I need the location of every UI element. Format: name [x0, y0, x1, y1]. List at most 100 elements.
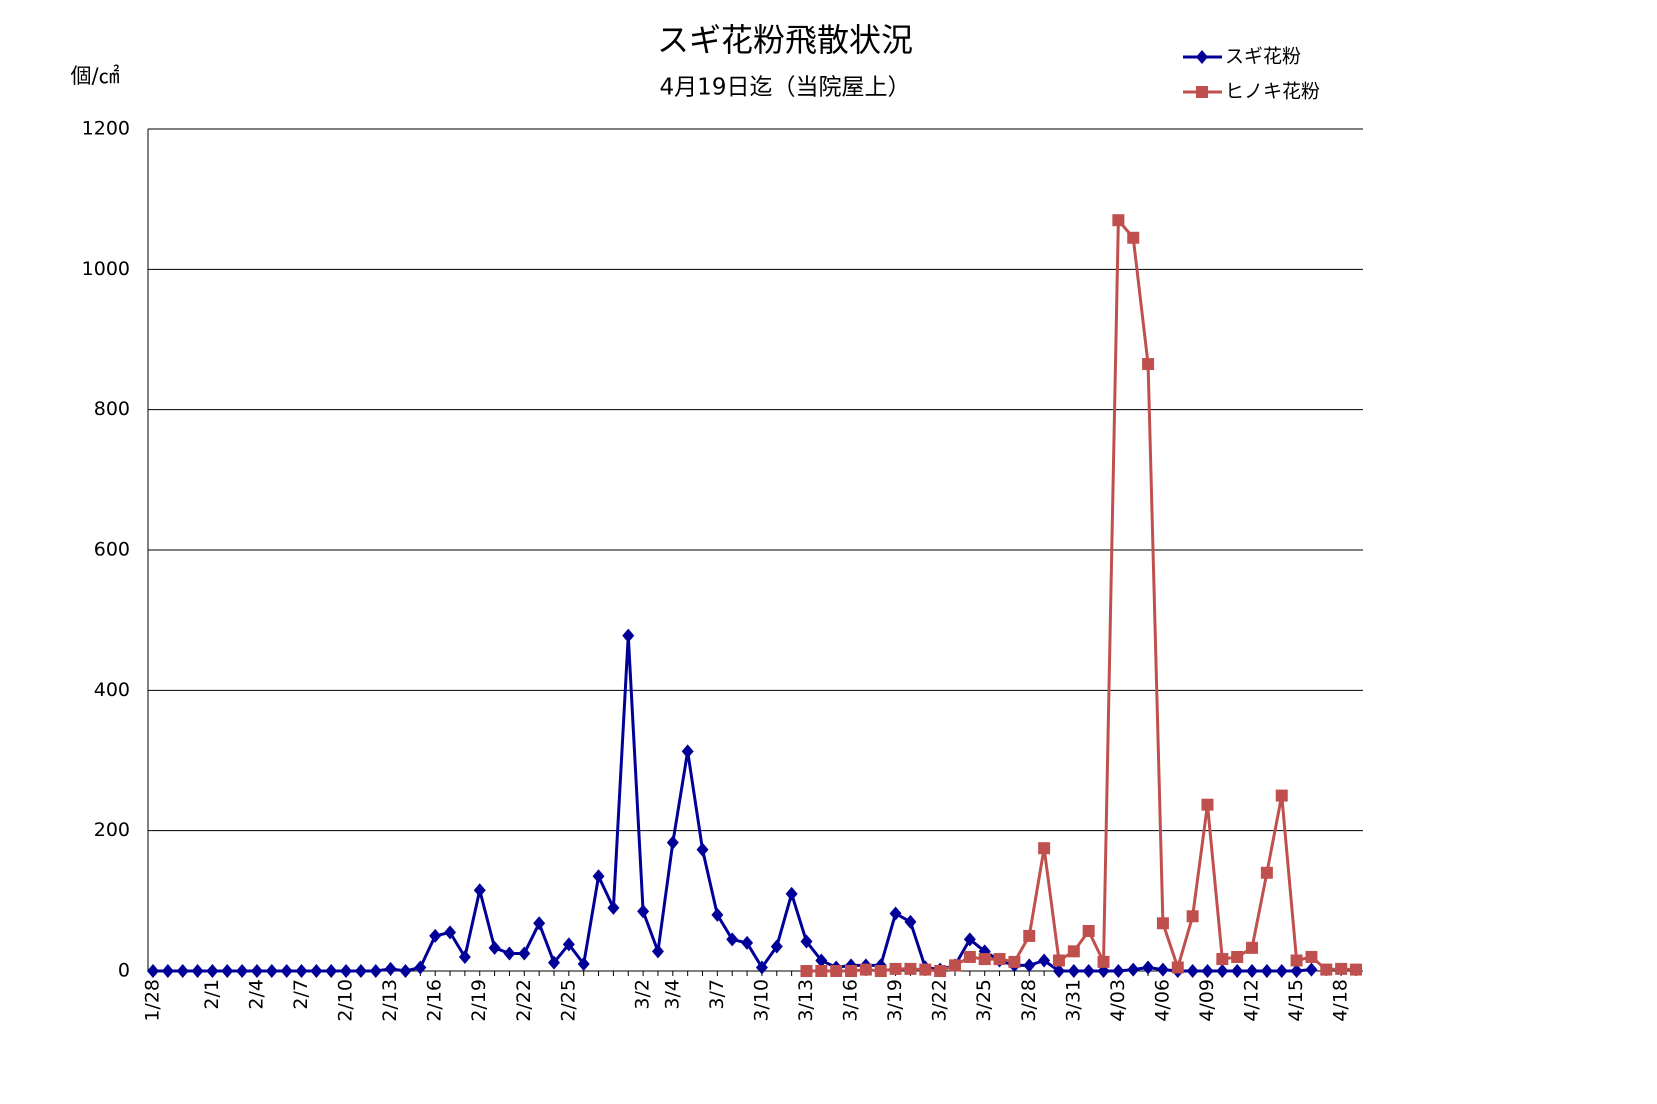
marker	[1038, 953, 1051, 968]
marker	[1201, 964, 1214, 978]
series-line	[153, 635, 1312, 973]
marker	[874, 965, 887, 977]
marker	[815, 953, 828, 968]
marker	[236, 964, 249, 978]
marker	[1067, 964, 1080, 978]
legend-label: ヒノキ花粉	[1225, 81, 1320, 103]
marker	[1216, 953, 1229, 966]
marker	[1201, 798, 1214, 811]
x-tick-label: 1/28	[142, 979, 164, 1022]
x-tick-label: 3/25	[973, 979, 995, 1022]
marker	[265, 964, 278, 978]
legend-label: スギ花粉	[1225, 46, 1301, 68]
marker	[1246, 941, 1259, 954]
marker	[1052, 954, 1065, 967]
marker	[651, 944, 664, 959]
marker	[1186, 964, 1199, 978]
marker	[1305, 962, 1318, 977]
x-tick-label: 4/09	[1196, 979, 1218, 1022]
marker	[934, 965, 947, 977]
marker	[711, 907, 724, 922]
marker	[666, 835, 679, 850]
marker	[1320, 963, 1333, 976]
x-tick-label: 3/10	[750, 979, 772, 1022]
marker	[859, 963, 872, 976]
x-tick-label: 2/13	[379, 979, 401, 1022]
x-tick-label: 2/1	[201, 979, 223, 1010]
marker	[429, 928, 442, 943]
x-tick-label: 2/7	[290, 979, 312, 1010]
marker	[1350, 963, 1362, 976]
marker	[815, 965, 828, 977]
marker	[1082, 925, 1095, 938]
y-tick-label: 200	[94, 819, 130, 841]
marker	[1260, 866, 1273, 879]
marker	[1023, 958, 1036, 973]
marker	[1112, 964, 1125, 978]
x-tick-label: 3/19	[884, 979, 906, 1022]
x-tick-label: 3/2	[632, 979, 654, 1010]
x-tick-label: 2/16	[424, 979, 446, 1022]
marker	[1142, 960, 1155, 975]
x-tick-label: 3/22	[929, 979, 951, 1022]
y-tick-label: 400	[94, 679, 130, 701]
marker	[206, 964, 219, 978]
y-tick-label: 1200	[82, 118, 130, 140]
marker	[755, 960, 768, 975]
y-tick-label: 600	[94, 539, 130, 561]
series-line	[806, 216, 1357, 973]
x-tick-label: 3/16	[840, 979, 862, 1022]
marker	[1275, 789, 1288, 802]
marker	[800, 934, 813, 949]
y-tick-label: 0	[118, 960, 130, 982]
marker	[444, 925, 457, 940]
marker	[1196, 50, 1208, 64]
marker	[473, 883, 486, 898]
marker	[1260, 964, 1273, 978]
marker	[1082, 964, 1095, 978]
marker	[1196, 86, 1208, 98]
marker	[1335, 962, 1348, 975]
marker	[250, 964, 263, 978]
marker	[340, 964, 353, 978]
marker	[830, 965, 843, 977]
x-tick-label: 4/03	[1107, 979, 1129, 1022]
marker	[963, 950, 976, 963]
y-tick-label: 1000	[82, 258, 130, 280]
marker	[562, 937, 575, 952]
marker	[904, 914, 917, 929]
marker	[518, 946, 531, 961]
y-tick-label: 800	[94, 398, 130, 420]
marker	[889, 906, 902, 921]
marker	[592, 869, 605, 884]
marker	[384, 961, 397, 976]
marker	[1156, 917, 1169, 930]
marker	[280, 964, 293, 978]
marker	[488, 940, 501, 955]
marker	[681, 744, 694, 759]
marker	[800, 965, 813, 977]
marker	[1275, 964, 1288, 978]
marker	[1171, 961, 1184, 974]
marker	[993, 953, 1006, 966]
marker	[1186, 910, 1199, 923]
x-tick-label: 3/28	[1018, 979, 1040, 1022]
marker	[726, 932, 739, 947]
marker	[607, 900, 620, 915]
x-tick-label: 2/19	[468, 979, 490, 1022]
x-tick-label: 2/10	[335, 979, 357, 1022]
marker	[845, 965, 858, 977]
marker	[1216, 964, 1229, 978]
marker	[978, 953, 991, 966]
marker	[785, 886, 798, 901]
y-axis-label: 個/㎠	[70, 64, 119, 88]
chart-title: スギ花粉飛散状況	[657, 21, 913, 59]
marker	[161, 964, 174, 978]
x-tick-label: 4/06	[1151, 979, 1173, 1022]
marker	[548, 955, 560, 970]
marker	[1008, 955, 1021, 968]
marker	[637, 904, 650, 919]
marker	[1038, 842, 1051, 855]
